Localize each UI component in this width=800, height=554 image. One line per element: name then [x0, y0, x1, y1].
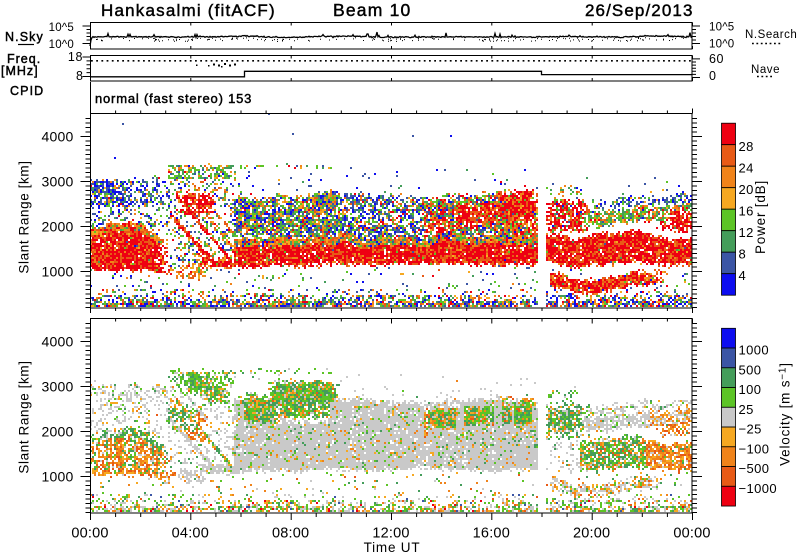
- svg-text:8: 8: [739, 247, 747, 262]
- svg-text:20:00: 20:00: [573, 526, 610, 542]
- svg-text:28: 28: [739, 139, 754, 154]
- svg-text:3000: 3000: [42, 174, 74, 190]
- svg-text:0: 0: [709, 69, 716, 83]
- svg-text:20: 20: [739, 182, 754, 197]
- svg-text:4000: 4000: [42, 129, 74, 145]
- svg-text:10^5: 10^5: [709, 22, 734, 34]
- svg-text:00:00: 00:00: [673, 526, 710, 542]
- svg-text:Hankasalmi (fitACF): Hankasalmi (fitACF): [101, 1, 276, 20]
- svg-text:24: 24: [739, 161, 754, 176]
- svg-text:−100: −100: [739, 441, 770, 456]
- svg-text:1000: 1000: [42, 264, 74, 280]
- svg-text:[MHz]: [MHz]: [1, 64, 39, 78]
- svg-text:8: 8: [76, 69, 83, 83]
- svg-text:4000: 4000: [42, 334, 74, 350]
- svg-text:3000: 3000: [42, 379, 74, 395]
- svg-text:Nave: Nave: [751, 64, 780, 76]
- svg-text:60: 60: [709, 52, 724, 66]
- svg-text:4: 4: [739, 268, 747, 283]
- svg-text:26/Sep/2013: 26/Sep/2013: [585, 1, 694, 20]
- svg-text:N.Search: N.Search: [745, 29, 797, 41]
- svg-text:10^0: 10^0: [709, 39, 734, 51]
- svg-text:normal (fast stereo) 153: normal (fast stereo) 153: [95, 91, 252, 106]
- svg-text:500: 500: [739, 362, 762, 377]
- svg-text:−500: −500: [739, 461, 770, 476]
- svg-text:Freq.: Freq.: [7, 52, 41, 66]
- svg-text:N.Sky: N.Sky: [5, 30, 44, 44]
- svg-text:08:00: 08:00: [272, 526, 309, 542]
- svg-text:Slant Range [km]: Slant Range [km]: [17, 360, 32, 473]
- svg-text:1000: 1000: [739, 343, 770, 358]
- svg-text:10^5: 10^5: [49, 22, 74, 34]
- svg-text:2000: 2000: [42, 219, 74, 235]
- svg-text:00:00: 00:00: [71, 526, 108, 542]
- svg-text:16: 16: [739, 204, 754, 219]
- svg-text:10^0: 10^0: [49, 39, 74, 51]
- svg-text:Velocity [m s−1]: Velocity [m s−1]: [778, 362, 793, 466]
- svg-text:100: 100: [739, 382, 762, 397]
- svg-text:Power [dB]: Power [dB]: [753, 180, 768, 254]
- svg-text:16:00: 16:00: [473, 526, 510, 542]
- svg-text:Beam 10: Beam 10: [333, 0, 411, 20]
- svg-text:Slant Range [km]: Slant Range [km]: [17, 160, 32, 273]
- svg-text:−1000: −1000: [739, 481, 778, 496]
- svg-text:1000: 1000: [42, 469, 74, 485]
- svg-text:Time UT: Time UT: [364, 540, 421, 554]
- svg-text:2000: 2000: [42, 424, 74, 440]
- svg-text:25: 25: [739, 402, 754, 417]
- svg-text:04:00: 04:00: [172, 526, 209, 542]
- svg-text:12: 12: [739, 225, 754, 240]
- svg-text:CPID: CPID: [10, 84, 44, 98]
- svg-text:12:00: 12:00: [372, 526, 409, 542]
- svg-text:18: 18: [68, 50, 83, 64]
- svg-text:−25: −25: [739, 422, 762, 437]
